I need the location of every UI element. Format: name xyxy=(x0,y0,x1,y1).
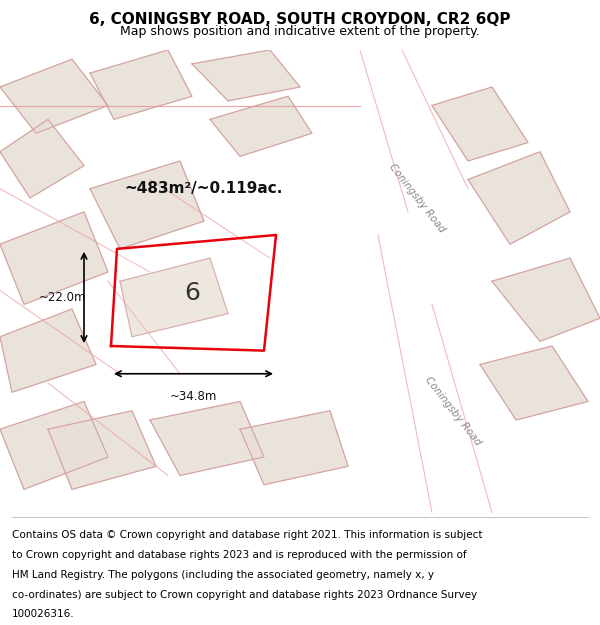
Text: co-ordinates) are subject to Crown copyright and database rights 2023 Ordnance S: co-ordinates) are subject to Crown copyr… xyxy=(12,589,477,599)
Polygon shape xyxy=(0,212,108,304)
Text: Coningsby Road: Coningsby Road xyxy=(423,374,483,447)
Polygon shape xyxy=(0,119,84,198)
Polygon shape xyxy=(468,152,570,244)
Polygon shape xyxy=(348,50,600,512)
Polygon shape xyxy=(240,411,348,485)
Text: ~483m²/~0.119ac.: ~483m²/~0.119ac. xyxy=(125,181,283,196)
Polygon shape xyxy=(492,258,600,341)
Text: ~22.0m: ~22.0m xyxy=(39,291,87,304)
Text: Map shows position and indicative extent of the property.: Map shows position and indicative extent… xyxy=(120,24,480,38)
Polygon shape xyxy=(192,50,300,101)
Polygon shape xyxy=(120,258,228,337)
Polygon shape xyxy=(150,401,264,476)
Polygon shape xyxy=(0,309,96,392)
Text: HM Land Registry. The polygons (including the associated geometry, namely x, y: HM Land Registry. The polygons (includin… xyxy=(12,570,434,580)
Polygon shape xyxy=(111,235,276,351)
Text: 100026316.: 100026316. xyxy=(12,609,74,619)
Polygon shape xyxy=(480,346,588,420)
Polygon shape xyxy=(48,411,156,489)
Polygon shape xyxy=(90,161,204,249)
Text: Contains OS data © Crown copyright and database right 2021. This information is : Contains OS data © Crown copyright and d… xyxy=(12,531,482,541)
Polygon shape xyxy=(432,87,528,161)
Text: 6, CONINGSBY ROAD, SOUTH CROYDON, CR2 6QP: 6, CONINGSBY ROAD, SOUTH CROYDON, CR2 6Q… xyxy=(89,12,511,28)
Text: ~34.8m: ~34.8m xyxy=(170,390,217,403)
Text: to Crown copyright and database rights 2023 and is reproduced with the permissio: to Crown copyright and database rights 2… xyxy=(12,550,467,560)
Polygon shape xyxy=(90,50,192,119)
Polygon shape xyxy=(0,401,108,489)
Polygon shape xyxy=(0,59,108,133)
Polygon shape xyxy=(210,96,312,156)
Text: 6: 6 xyxy=(184,281,200,305)
Text: Coningsby Road: Coningsby Road xyxy=(387,162,447,234)
